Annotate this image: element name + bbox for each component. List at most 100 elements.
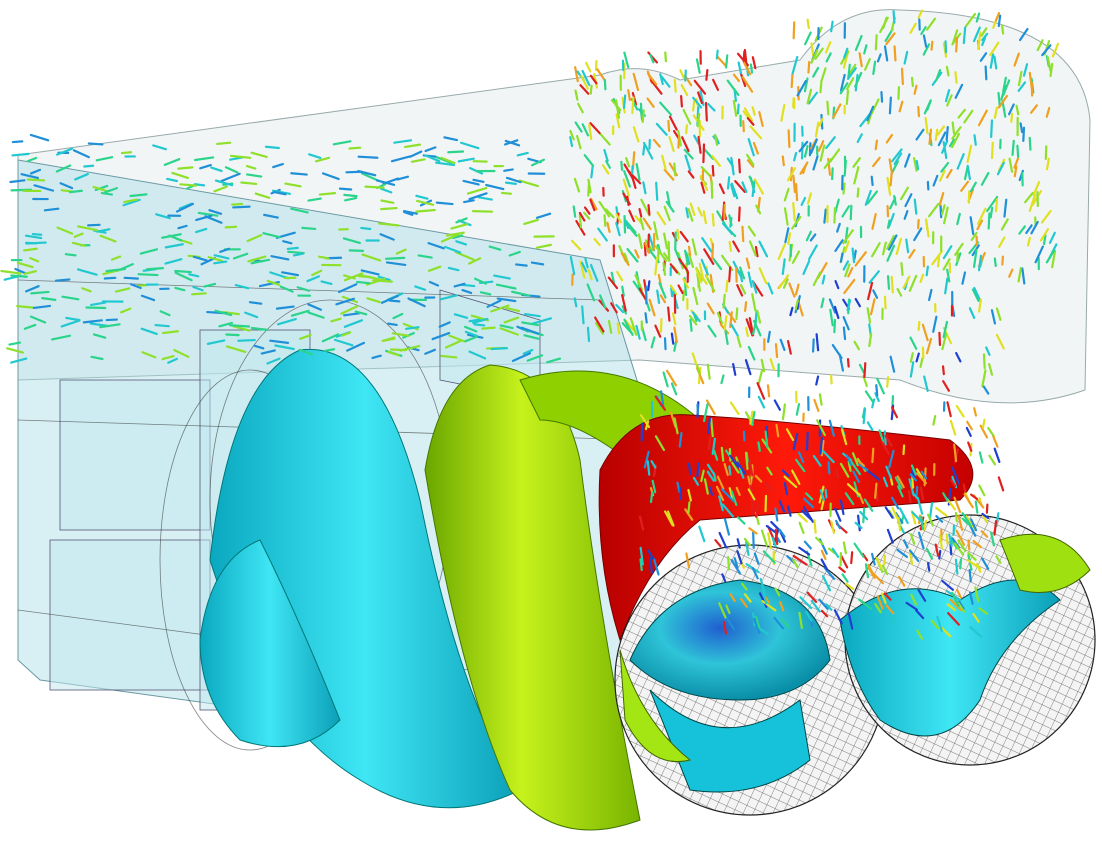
vector-arrow: [751, 106, 756, 116]
vector-arrow: [805, 492, 814, 501]
vector-arrow: [961, 512, 972, 528]
vector-arrow: [916, 629, 924, 640]
vector-arrow: [290, 309, 310, 317]
vector-arrow: [858, 363, 865, 374]
vector-arrow: [634, 274, 644, 291]
vector-arrow: [232, 325, 251, 332]
vector-arrow: [104, 187, 119, 194]
vector-arrow: [569, 255, 576, 276]
vector-arrow: [621, 305, 627, 315]
vector-arrow: [736, 283, 744, 297]
vector-arrow: [720, 374, 725, 385]
vector-arrow: [656, 289, 661, 304]
vector-arrow: [76, 268, 98, 276]
vector-arrow: [767, 330, 771, 343]
vector-arrow: [885, 32, 896, 46]
vector-arrow: [662, 261, 667, 276]
vector-arrow: [874, 34, 878, 51]
vector-arrow: [925, 220, 930, 238]
vector-arrow: [824, 488, 828, 499]
vector-arrow: [913, 84, 918, 95]
vector-arrow: [801, 509, 813, 521]
vector-arrow: [997, 91, 1001, 108]
vector-arrow: [622, 94, 627, 109]
vector-arrow: [810, 42, 815, 58]
vector-arrow: [830, 20, 834, 33]
vector-arrow: [676, 228, 680, 240]
vector-arrow: [123, 276, 140, 280]
vector-arrow: [994, 12, 1001, 22]
vector-arrow: [908, 274, 918, 292]
vector-arrow: [954, 558, 959, 575]
vector-arrow: [716, 311, 724, 325]
vector-arrow: [298, 334, 312, 340]
vector-arrow: [598, 200, 611, 218]
vector-arrow: [993, 257, 997, 268]
vector-arrow: [307, 197, 322, 202]
vector-arrow: [569, 129, 575, 141]
vector-arrow: [177, 224, 188, 230]
vector-arrow: [224, 225, 238, 229]
vector-arrow: [1028, 71, 1033, 90]
vector-arrow: [360, 172, 380, 183]
vector-arrow: [399, 344, 421, 352]
vector-arrow: [726, 79, 740, 96]
vector-arrow: [803, 144, 809, 158]
vector-arrow: [737, 61, 743, 75]
vector-arrow: [994, 198, 999, 213]
vector-arrow: [761, 600, 777, 612]
vector-arrow: [687, 208, 694, 222]
vector-arrow: [972, 26, 981, 43]
vector-arrow: [725, 54, 729, 69]
vector-arrow: [728, 487, 734, 501]
vector-arrow: [208, 209, 223, 215]
vector-arrow: [764, 430, 769, 449]
vector-arrow: [114, 287, 131, 293]
vector-arrow: [667, 306, 671, 322]
vector-arrow: [644, 242, 651, 254]
vector-arrow: [773, 616, 784, 630]
vector-arrow: [8, 341, 22, 346]
vector-arrow: [942, 258, 951, 271]
vector-arrow: [1001, 100, 1007, 118]
vector-arrow: [663, 168, 675, 181]
vector-arrow: [846, 299, 852, 312]
vector-arrow: [168, 234, 183, 242]
vector-arrow: [179, 183, 198, 187]
vector-arrow: [886, 176, 892, 196]
red-lobe: [598, 414, 974, 642]
vector-arrow: [928, 202, 940, 218]
vector-arrow: [915, 472, 928, 485]
vector-arrow: [895, 237, 903, 256]
vector-arrow: [523, 218, 539, 226]
vector-arrow: [736, 461, 747, 476]
vector-arrow: [817, 140, 825, 152]
vector-arrow: [523, 334, 540, 340]
vector-arrow: [818, 117, 824, 127]
vector-arrow: [847, 613, 854, 630]
vector-arrow: [357, 170, 377, 177]
vector-arrow: [695, 58, 701, 74]
vector-arrow: [167, 357, 179, 364]
vector-arrow: [955, 529, 966, 546]
vector-arrow: [716, 55, 728, 68]
vector-arrow: [627, 89, 631, 102]
vector-arrow: [957, 108, 966, 119]
vector-arrow: [852, 157, 861, 168]
vector-arrow: [648, 298, 656, 317]
vector-arrow: [978, 484, 986, 497]
vector-arrow: [440, 156, 456, 165]
vector-arrow: [966, 420, 973, 431]
vector-arrow: [869, 298, 876, 316]
vector-arrow: [730, 183, 736, 198]
vector-arrow: [192, 285, 204, 292]
vector-arrow: [388, 299, 401, 303]
vector-arrow: [197, 211, 219, 217]
vector-arrow: [968, 307, 976, 319]
vector-arrow: [889, 355, 896, 373]
vector-arrow: [957, 514, 964, 531]
vector-arrow: [981, 557, 990, 570]
vector-arrow: [917, 105, 921, 118]
vector-arrow: [729, 401, 740, 416]
vector-arrow: [635, 324, 641, 340]
